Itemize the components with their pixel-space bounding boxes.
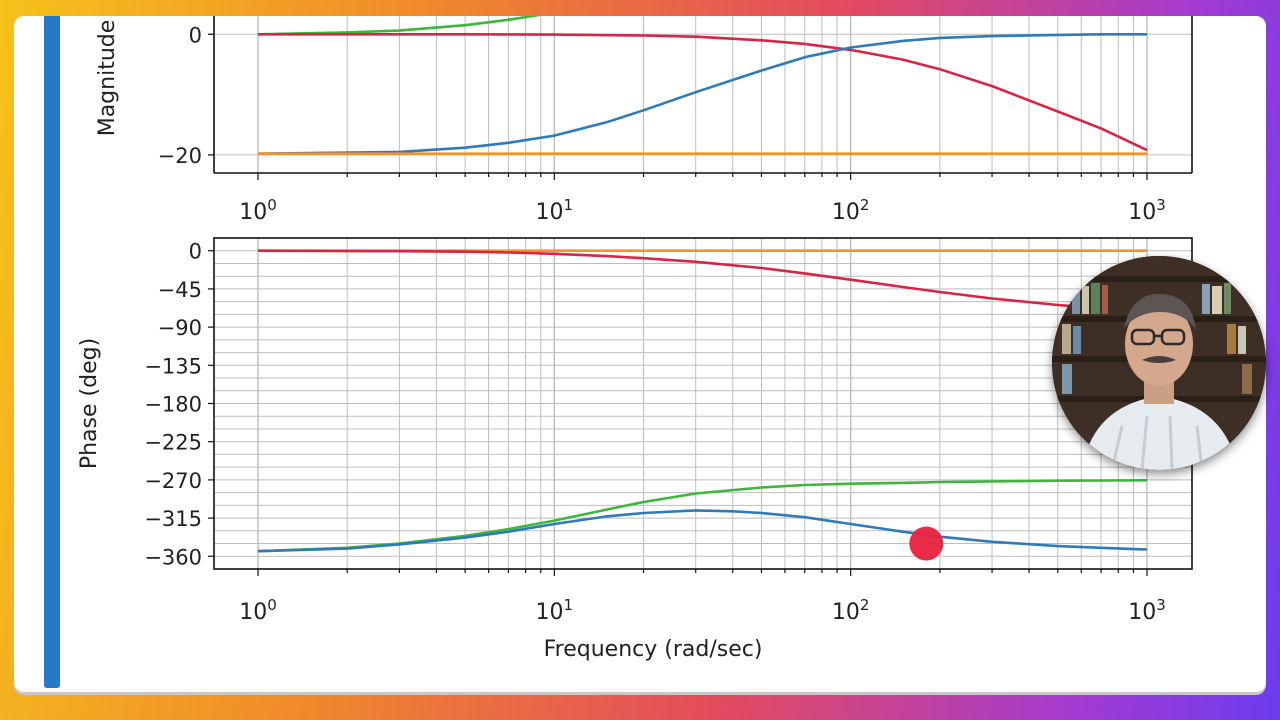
y-tick-label: −90 <box>158 316 202 340</box>
series-line-blue <box>257 509 1148 553</box>
phase-plot: 100 101 102 103 0 −45 −90 −135 −180 −225 −270 −315 −… <box>77 237 1193 662</box>
y-tick-label: −360 <box>144 545 202 569</box>
y-tick-label: −20 <box>158 144 202 168</box>
x-tick-label: 102 <box>832 196 870 225</box>
series-line-red <box>258 32 1148 152</box>
grid <box>214 16 1192 173</box>
x-axis-label: Frequency (rad/sec) <box>544 637 763 662</box>
bode-plot: 100 101 102 103 0 −20 Magnitude 100 101 102 103 0 −… <box>77 16 1193 662</box>
series-group <box>257 16 1148 155</box>
series-line-red <box>257 249 1102 310</box>
x-tick-label: 100 <box>239 596 277 625</box>
series-group <box>257 249 1148 553</box>
y-tick-label: 0 <box>189 23 202 47</box>
x-tick-label: 100 <box>239 196 277 225</box>
y-axis-label: Magnitude <box>95 20 120 137</box>
y-tick-label: −45 <box>158 278 202 302</box>
series-line-green <box>257 479 1148 553</box>
accent-bar <box>44 16 60 688</box>
y-tick-label: −270 <box>144 469 202 493</box>
series-line-blue <box>257 32 1147 155</box>
y-tick-label: −135 <box>144 354 202 378</box>
y-axis-label: Phase (deg) <box>77 338 102 469</box>
x-tick-label: 101 <box>536 196 574 225</box>
y-tick-label: −180 <box>144 393 202 417</box>
x-tick-label: 103 <box>1128 596 1166 625</box>
presenter-video-thumbnail <box>1052 256 1266 470</box>
y-tick-label: 0 <box>189 240 202 264</box>
grid <box>214 238 1192 569</box>
magnitude-plot: 100 101 102 103 0 −20 Magnitude <box>95 16 1193 225</box>
y-tick-label: −225 <box>144 431 202 455</box>
x-tick-label: 102 <box>832 596 870 625</box>
presenter-image <box>1052 256 1266 470</box>
x-tick-label: 101 <box>536 596 574 625</box>
pointer-marker <box>909 526 944 561</box>
series-line-green <box>257 16 541 36</box>
x-tick-label: 103 <box>1128 196 1166 225</box>
y-tick-label: −315 <box>144 507 202 531</box>
